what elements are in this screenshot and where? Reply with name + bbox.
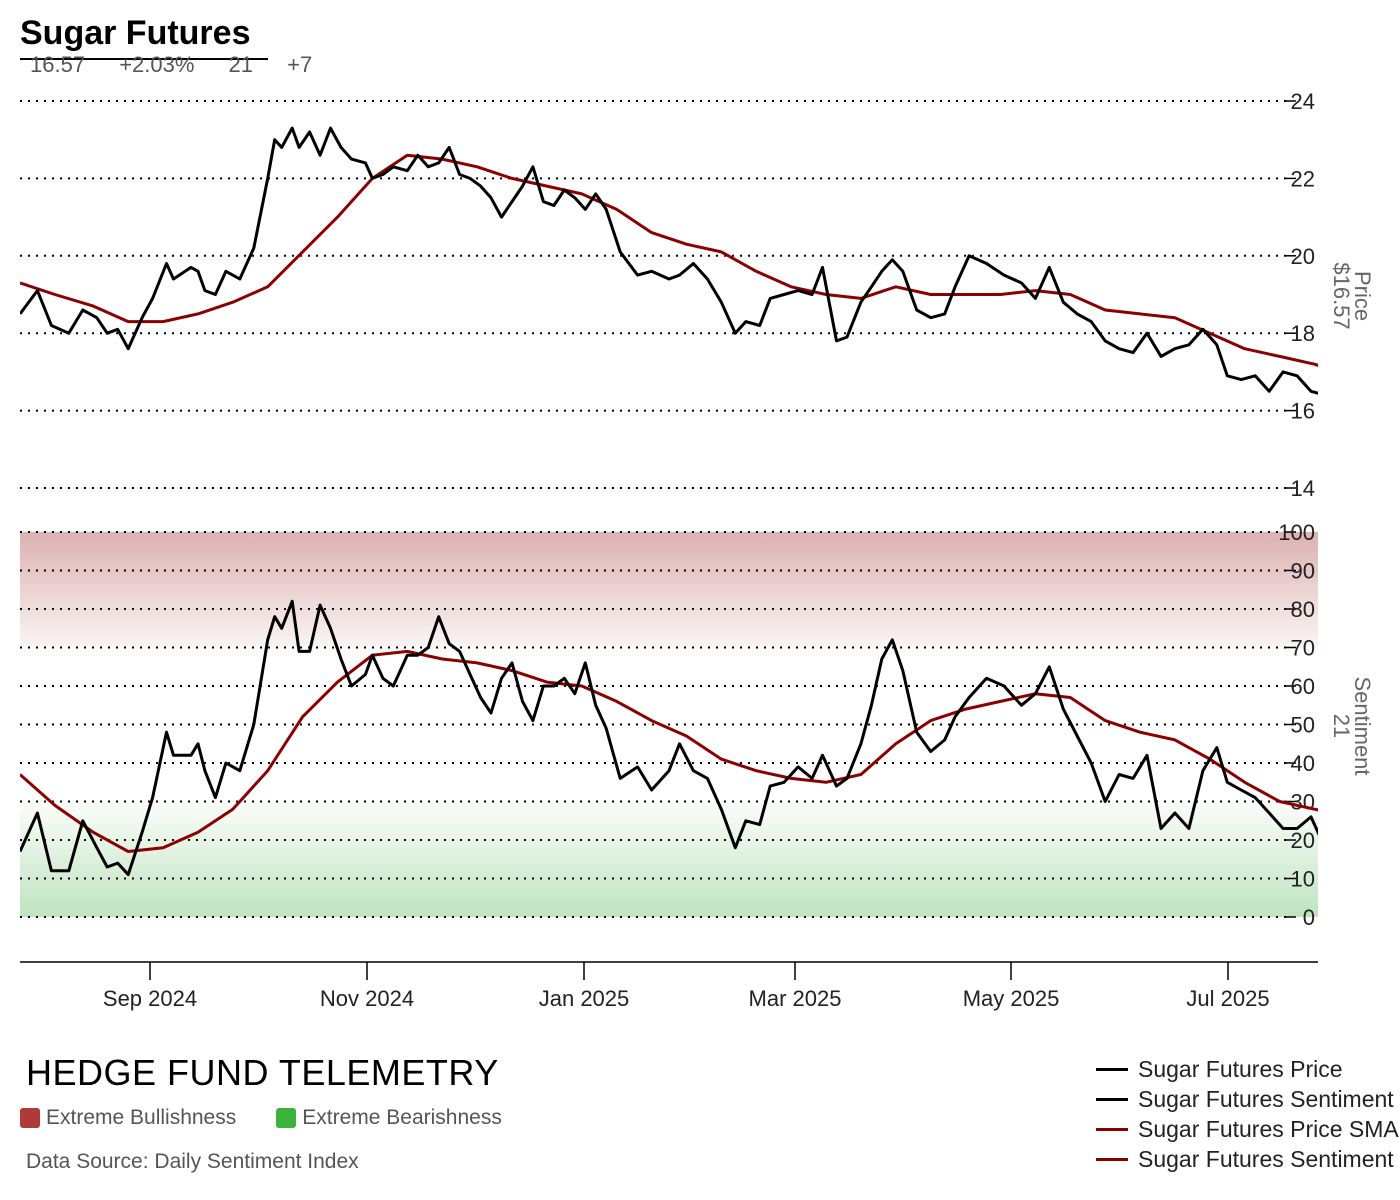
sentiment-axis-last-value: 21 (1329, 714, 1354, 738)
legend-label-sentiment-sma: Sugar Futures Sentiment SMA (1138, 1145, 1400, 1172)
sentiment-tick-label: 60 (1291, 674, 1315, 699)
sentiment-tick-label: 40 (1291, 751, 1315, 776)
zone-legend-bearish: Extreme Bearishness (276, 1106, 502, 1130)
price-tick-label: 24 (1291, 89, 1315, 114)
legend-line-price (1096, 1067, 1128, 1071)
x-tick-label: Jul 2025 (1186, 986, 1269, 1011)
zone-extreme-bullishness (20, 532, 1318, 648)
stat-change: +2.03% (119, 52, 195, 77)
stat-sentiment: 21 (228, 52, 254, 77)
header-stats: 16.57 +2.03% 21 +7 (30, 52, 340, 78)
sentiment-tick-label: 10 (1291, 867, 1315, 892)
stat-sentiment-change: +7 (287, 52, 313, 77)
sentiment-line (20, 599, 1318, 877)
x-tick-label: Nov 2024 (320, 986, 414, 1011)
price-tick-label: 20 (1291, 244, 1315, 269)
sentiment-tick-label: 70 (1291, 636, 1315, 661)
sentiment-tick-label: 30 (1291, 790, 1315, 815)
zone-label-bearish: Extreme Bearishness (302, 1106, 502, 1129)
chart-title: Sugar Futures (20, 14, 251, 52)
price-axis-last-value: $16.57 (1329, 262, 1354, 329)
sentiment-axis-title: Sentiment (1350, 676, 1375, 775)
sentiment-tick-label: 0 (1303, 905, 1315, 930)
dual-panel-chart: 14 16 18 20 22 24 0 10 20 30 40 50 60 70 80 90 100 Price$… (20, 89, 1375, 1011)
bullish-swatch (20, 1108, 40, 1128)
legend-label-price-sma: Sugar Futures Price SMA (1138, 1115, 1399, 1142)
legend-line-price-sma (1096, 1127, 1128, 1131)
x-tick-label: May 2025 (963, 986, 1060, 1011)
title-underline (20, 58, 268, 60)
zone-label-bullish: Extreme Bullishness (46, 1106, 237, 1129)
sentiment-tick-label: 80 (1291, 597, 1315, 622)
sentiment-tick-label: 90 (1291, 559, 1315, 584)
series-legend: Sugar Futures Price Sugar Futures Sentim… (1096, 1054, 1400, 1174)
sentiment-sma-line (20, 649, 1318, 853)
legend-item-price-sma[interactable]: Sugar Futures Price SMA (1096, 1114, 1400, 1144)
price-tick-label: 18 (1291, 321, 1315, 346)
zone-legend-bullish: Extreme Bullishness (20, 1106, 236, 1130)
price-sma-line (20, 153, 1318, 367)
legend-item-price[interactable]: Sugar Futures Price (1096, 1054, 1400, 1084)
legend-label-price: Sugar Futures Price (1138, 1055, 1343, 1082)
sentiment-tick-label: 50 (1291, 713, 1315, 738)
legend-label-sentiment: Sugar Futures Sentiment (1138, 1085, 1394, 1112)
x-tick-label: Mar 2025 (749, 986, 842, 1011)
price-tick-label: 14 (1291, 476, 1315, 501)
sentiment-tick-label: 100 (1278, 520, 1315, 545)
price-tick-label: 22 (1291, 166, 1315, 191)
stat-price: 16.57 (30, 52, 86, 77)
legend-line-sentiment-sma (1096, 1157, 1128, 1161)
x-tick-label: Sep 2024 (103, 986, 197, 1011)
data-source: Data Source: Daily Sentiment Index (26, 1150, 359, 1173)
price-tick-label: 16 (1291, 399, 1315, 424)
price-axis-title: Price (1350, 271, 1375, 321)
sentiment-tick-label: 20 (1291, 828, 1315, 853)
brand-name: HEDGE FUND TELEMETRY (26, 1052, 499, 1093)
legend-line-sentiment (1096, 1097, 1128, 1101)
legend-item-sentiment[interactable]: Sugar Futures Sentiment (1096, 1084, 1400, 1114)
price-line (20, 126, 1318, 395)
bearish-swatch (276, 1108, 297, 1128)
zone-legend: Extreme Bullishness Extreme Bearishness (20, 1106, 542, 1130)
legend-item-sentiment-sma[interactable]: Sugar Futures Sentiment SMA (1096, 1144, 1400, 1174)
x-tick-label: Jan 2025 (539, 986, 630, 1011)
zone-extreme-bearishness (20, 801, 1318, 917)
